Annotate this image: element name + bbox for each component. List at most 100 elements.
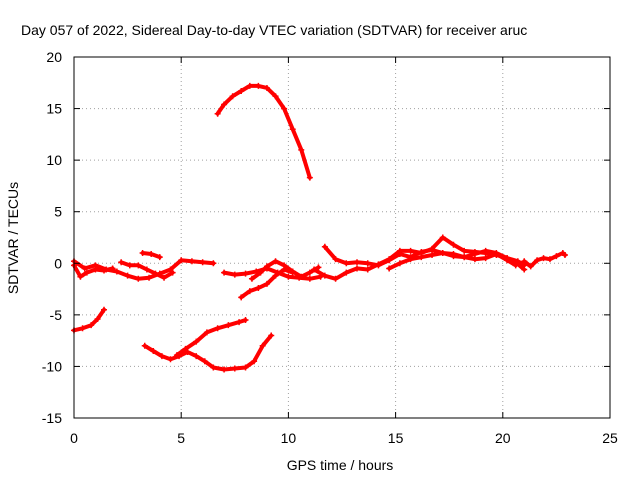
data-point xyxy=(101,306,108,313)
data-point xyxy=(94,315,101,322)
data-point xyxy=(504,255,511,262)
data-point xyxy=(272,258,279,265)
data-point xyxy=(306,269,313,276)
data-point xyxy=(514,258,521,265)
data-point xyxy=(201,358,208,365)
tick-marks xyxy=(73,56,611,419)
data-point xyxy=(396,260,403,267)
data-point xyxy=(482,247,489,254)
data-point xyxy=(553,253,560,260)
data-point xyxy=(169,269,176,276)
y-tick-label: -15 xyxy=(42,410,62,426)
data-point xyxy=(298,146,305,153)
x-tick-labels: 0 5 10 15 20 25 xyxy=(70,430,618,446)
data-point xyxy=(148,251,155,258)
x-axis-label: GPS time / hours xyxy=(287,457,394,473)
data-point xyxy=(289,268,296,275)
data-point xyxy=(561,252,568,259)
data-point xyxy=(81,265,88,272)
data-point xyxy=(386,257,393,264)
data-point xyxy=(263,280,270,287)
data-point xyxy=(143,266,150,273)
data-point xyxy=(221,366,228,373)
data-point xyxy=(242,270,249,277)
data-point xyxy=(225,322,232,329)
data-point xyxy=(199,259,206,266)
x-tick-label: 5 xyxy=(177,430,185,446)
data-point xyxy=(167,266,174,273)
data-point xyxy=(229,93,236,100)
data-point xyxy=(248,275,255,282)
data-point xyxy=(109,265,116,272)
data-point xyxy=(124,272,131,279)
data-point xyxy=(375,262,382,269)
data-point xyxy=(188,258,195,265)
data-point xyxy=(255,82,262,89)
data-point xyxy=(285,273,292,280)
data-point xyxy=(118,259,125,266)
data-point xyxy=(167,356,174,363)
data-point xyxy=(354,259,361,266)
data-point xyxy=(257,269,264,276)
data-point xyxy=(306,174,313,181)
data-point xyxy=(246,82,253,89)
data-point xyxy=(161,274,168,281)
y-tick-label: -10 xyxy=(42,358,62,374)
data-point xyxy=(418,248,425,255)
series-arc-g xyxy=(173,317,249,359)
data-point xyxy=(203,329,210,336)
data-point xyxy=(272,93,279,100)
data-point xyxy=(332,275,339,282)
data-point xyxy=(263,84,270,91)
data-point xyxy=(471,251,478,258)
data-point xyxy=(512,262,519,269)
data-point xyxy=(135,262,142,269)
series-arc-k xyxy=(248,258,322,282)
y-tick-labels: -15 -10 -5 0 5 10 15 20 xyxy=(42,49,62,426)
data-point xyxy=(113,268,120,275)
x-tick-label: 10 xyxy=(281,430,297,446)
data-point xyxy=(255,285,262,292)
data-point xyxy=(493,249,500,256)
data-point xyxy=(83,269,90,276)
data-point xyxy=(364,260,371,267)
data-point xyxy=(141,342,148,349)
data-point xyxy=(231,271,238,278)
data-point xyxy=(521,258,528,265)
data-point xyxy=(92,266,99,273)
data-point xyxy=(135,275,142,282)
data-point xyxy=(156,254,163,261)
data-point xyxy=(242,317,249,324)
data-point xyxy=(343,269,350,276)
x-tick-label: 20 xyxy=(495,430,511,446)
data-point xyxy=(332,256,339,263)
data-point xyxy=(210,260,217,267)
data-point xyxy=(101,267,108,274)
data-point xyxy=(251,358,258,365)
data-point xyxy=(311,266,318,273)
data-point xyxy=(386,265,393,272)
series-arc-o xyxy=(521,249,568,270)
data-point xyxy=(298,273,305,280)
series-arc-f xyxy=(141,332,275,373)
y-axis-label: SDTVAR / TECUs xyxy=(5,182,21,294)
data-point xyxy=(173,352,180,359)
data-point xyxy=(315,264,322,271)
data-point xyxy=(139,249,146,256)
data-point xyxy=(193,353,200,360)
data-point xyxy=(461,254,468,261)
y-tick-label: 20 xyxy=(46,49,62,65)
data-point xyxy=(281,105,288,112)
data-point xyxy=(238,294,245,301)
data-point xyxy=(268,332,275,339)
data-point xyxy=(272,272,279,279)
series-trace xyxy=(215,83,312,180)
x-tick-label: 0 xyxy=(70,430,78,446)
data-point xyxy=(231,365,238,372)
series-arc-e xyxy=(139,249,163,261)
data-point xyxy=(471,256,478,263)
data-point xyxy=(289,126,296,133)
data-point xyxy=(540,255,547,262)
